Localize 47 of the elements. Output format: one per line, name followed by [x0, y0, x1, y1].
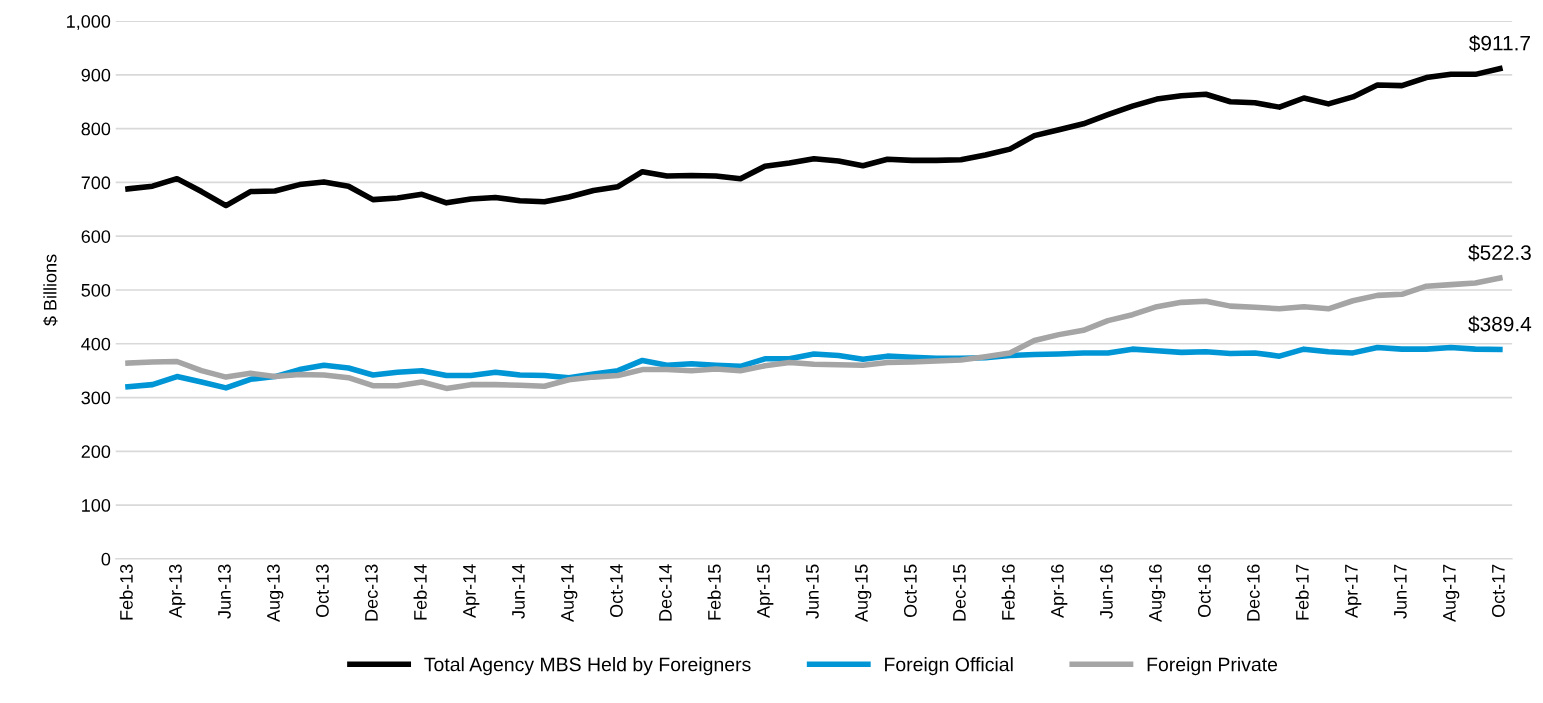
x-tick-label: Feb-13	[119, 564, 133, 620]
annotation: $911.7	[1469, 34, 1530, 52]
annotation: $389.4	[1468, 315, 1532, 333]
x-tick-label: Aug-13	[267, 564, 284, 622]
y-tick-label: 900	[81, 68, 111, 82]
x-tick-label: Dec-15	[953, 564, 966, 621]
legend-label: Foreign Official	[885, 657, 1013, 676]
x-tick-label: Dec-13	[365, 564, 378, 621]
x-tick-label: Feb-15	[707, 564, 721, 620]
y-tick-label: 100	[82, 499, 111, 512]
annotation: $522.3	[1468, 244, 1531, 262]
x-tick-label: Jun-17	[1394, 564, 1407, 619]
y-tick-label: 300	[81, 391, 111, 405]
x-tick-label: Dec-16	[1246, 564, 1260, 621]
x-tick-label: Jun-15	[806, 564, 819, 619]
x-tick-label: Apr-14	[463, 564, 480, 618]
x-tick-label: Apr-15	[757, 564, 774, 618]
x-tick-label: Dec-14	[659, 564, 672, 621]
x-tick-label: Oct-17	[1491, 564, 1505, 618]
x-tick-label: Aug-14	[561, 564, 578, 622]
y-tick-label: 1,000	[67, 15, 111, 30]
x-tick-label: Oct-15	[903, 564, 917, 618]
legend-label: Foreign Private	[1147, 657, 1278, 676]
y-tick-label: 800	[81, 122, 111, 136]
x-tick-label: Feb-14	[413, 564, 427, 620]
x-tick-label: Jun-16	[1099, 564, 1113, 619]
x-tick-label: Oct-14	[610, 564, 623, 618]
x-tick-label: Jun-14	[512, 564, 525, 619]
y-tick-label: 0	[101, 552, 111, 566]
x-tick-label: Apr-16	[1050, 564, 1068, 618]
y-tick-label: 600	[81, 230, 111, 243]
x-tick-label: Apr-13	[169, 564, 186, 618]
y-tick-label: 700	[81, 176, 111, 190]
x-tick-label: Jun-13	[218, 564, 231, 619]
y-tick-label: 500	[81, 283, 111, 297]
legend-label: Total Agency MBS Held by Foreigners	[424, 657, 751, 676]
x-tick-label: Aug-15	[855, 564, 872, 622]
x-tick-label: Feb-17	[1295, 564, 1309, 620]
x-tick-label: Feb-16	[1001, 564, 1015, 620]
y-tick-label: 400	[81, 337, 111, 351]
x-tick-label: Apr-17	[1345, 564, 1362, 618]
x-tick-label: Aug-17	[1443, 564, 1460, 622]
x-tick-label: Aug-16	[1148, 564, 1166, 622]
y-tick-label: 200	[81, 445, 111, 459]
y-axis-title: $ Billions	[43, 254, 58, 326]
x-tick-label: Oct-16	[1197, 564, 1211, 618]
x-tick-label: Oct-13	[316, 564, 329, 618]
